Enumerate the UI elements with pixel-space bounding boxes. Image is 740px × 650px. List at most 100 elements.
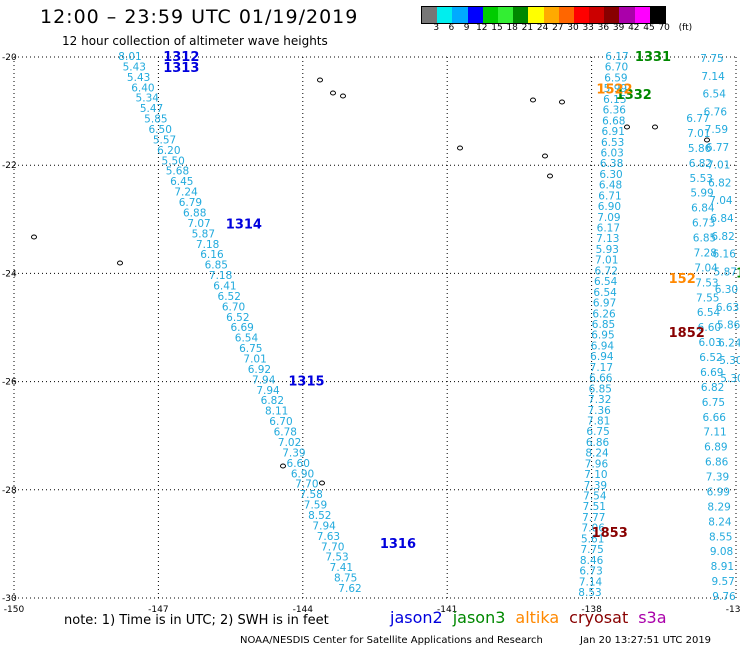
wave-height-value: 7.06 <box>582 523 606 535</box>
wave-height-value: 7.01 <box>707 160 730 172</box>
island-outline <box>317 77 323 83</box>
wave-height-value: 5.99 <box>690 188 713 200</box>
wave-height-value: 6.66 <box>589 373 613 385</box>
wave-height-value: 6.53 <box>601 137 624 149</box>
scale-swatch <box>558 7 574 23</box>
wave-height-value: 6.76 <box>704 106 728 118</box>
wave-height-value: 8.24 <box>585 448 609 460</box>
wave-height-value: 5.85 <box>144 114 167 126</box>
wave-height-value: 7.41 <box>330 562 353 574</box>
scale-label: 21 <box>521 23 534 33</box>
wave-height-value: 5.30 <box>720 373 740 385</box>
wave-height-value: 6.30 <box>599 169 622 181</box>
satellite-cryosat: cryosat <box>569 608 629 627</box>
wave-height-value: 6.52 <box>699 352 722 364</box>
wave-height-value: 6.26 <box>592 308 616 320</box>
wave-height-value: 7.59 <box>705 124 728 136</box>
scale-label: 27 <box>552 23 564 33</box>
wave-height-value: 7.01 <box>595 255 618 267</box>
lon-tick-label: -135 <box>726 605 740 615</box>
wave-height-value: 6.99 <box>707 486 730 498</box>
wave-height-value: 6.24 <box>718 337 740 349</box>
wave-height-value: 6.73 <box>579 566 602 578</box>
wave-height-value: 7.53 <box>325 552 348 564</box>
scale-swatch <box>619 7 635 23</box>
wave-height-value: 6.82 <box>261 395 284 407</box>
scale-swatch <box>649 7 665 23</box>
pass-label: 1522 <box>596 82 632 97</box>
wave-height-value: 6.15 <box>603 94 626 106</box>
wave-height-value: 8.46 <box>580 555 604 567</box>
wave-height-value: 8.55 <box>709 531 732 543</box>
wave-height-value: 9.08 <box>710 546 733 558</box>
wave-height-value: 8.52 <box>308 510 331 522</box>
wave-height-value: 6.69 <box>700 367 723 379</box>
wave-height-value: 6.69 <box>230 322 253 334</box>
island-outline <box>652 124 658 130</box>
wave-height-value: 7.54 <box>583 491 607 503</box>
lon-tick-label: -144 <box>293 605 314 615</box>
wave-height-value: 6.79 <box>179 197 202 209</box>
wave-height-value: 7.36 <box>587 405 611 417</box>
wave-height-value: 7.96 <box>585 458 609 470</box>
pass-label: 1316 <box>380 537 416 552</box>
wave-height-value: 6.94 <box>591 340 615 352</box>
wave-height-value: 7.75 <box>580 544 603 556</box>
wave-height-value: 6.90 <box>598 201 621 213</box>
island-outline <box>530 97 536 103</box>
scale-swatch <box>467 7 483 23</box>
wave-height-value: 6.54 <box>593 287 617 299</box>
wave-height-value: 7.94 <box>312 520 336 532</box>
lat-tick-label: -22 <box>2 161 17 171</box>
wave-height-value: 6.94 <box>590 351 614 363</box>
wave-height-value: 9.57 <box>711 576 734 588</box>
wave-height-value: 7.39 <box>282 447 305 459</box>
wave-height-value: 6.82 <box>701 382 724 394</box>
wave-height-value: 6.03 <box>698 337 721 349</box>
wave-height-value: 7.09 <box>597 212 620 224</box>
wave-height-value: 5.93 <box>596 244 619 256</box>
wave-height-value: 6.75 <box>702 397 725 409</box>
wave-height-value: 7.01 <box>687 128 710 140</box>
wave-height-value: 6.92 <box>248 364 271 376</box>
island-outline <box>624 124 630 130</box>
wave-height-value: 7.32 <box>588 394 611 406</box>
scale-label: 6 <box>448 23 455 33</box>
island-outline <box>330 90 336 96</box>
wave-height-value: 6.95 <box>591 330 614 342</box>
wave-height-value: 7.24 <box>174 187 198 199</box>
scale-swatch <box>604 7 620 23</box>
wave-height-value: 7.94 <box>252 374 276 386</box>
scale-label: 36 <box>597 23 610 33</box>
wave-height-value: 7.28 <box>694 247 717 259</box>
wave-height-value: 7.13 <box>596 233 619 245</box>
wave-height-value: 5.47 <box>140 103 163 115</box>
wave-height-value: 6.50 <box>149 124 172 136</box>
page-title: 12:00 – 23:59 UTC 01/19/2019 <box>40 6 359 28</box>
scale-label: 33 <box>582 23 594 33</box>
credit-line: NOAA/NESDIS Center for Satellite Applica… <box>240 635 543 646</box>
wave-height-value: 6.82 <box>711 231 734 243</box>
scale-label: 12 <box>476 23 488 33</box>
wave-height-value: 8.75 <box>334 573 357 585</box>
wave-height-value: 6.77 <box>686 113 709 125</box>
wave-height-value: 6.48 <box>599 180 622 192</box>
lat-tick-label: -24 <box>2 269 17 279</box>
timestamp: Jan 20 13:27:51 UTC 2019 <box>580 635 712 646</box>
wave-height-value: 8.53 <box>578 587 601 599</box>
wave-height-value: 5.99 <box>604 83 627 95</box>
page-subtitle: 12 hour collection of altimeter wave hei… <box>62 34 328 48</box>
scale-swatch <box>634 7 650 23</box>
scale-swatch <box>437 7 453 23</box>
wave-height-value: 5.86 <box>717 320 740 332</box>
scale-label: 30 <box>567 23 579 33</box>
wave-height-value: 6.85 <box>589 383 612 395</box>
wave-height-value: 6.70 <box>269 416 292 428</box>
wave-height-value: 6.38 <box>600 158 623 170</box>
scale-label: (ft) <box>678 23 693 33</box>
wave-height-value: 6.66 <box>703 412 727 424</box>
satellite-jason2: jason2 <box>390 608 443 627</box>
wave-height-value: 8.24 <box>708 516 732 528</box>
wave-height-value: 7.70 <box>321 541 344 553</box>
